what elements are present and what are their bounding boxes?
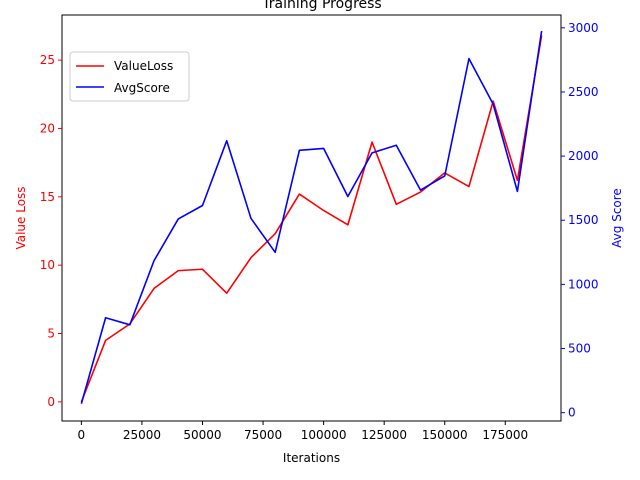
x-axis-label: Iterations [283,451,340,465]
legend-label-avgscore: AvgScore [114,81,170,95]
x-axis: 0 25000 50000 75000 100000 125000 150000 175000 [78,421,528,442]
series-line-avgscore [80,30,543,404]
right-y-tick-label: 2500 [568,85,599,99]
right-y-tick-label: 1500 [568,213,599,227]
right-y-tick-label: 0 [568,406,576,420]
legend: ValueLoss AvgScore [69,51,190,102]
legend-box [69,51,190,102]
series-line-valueloss [80,35,543,403]
left-y-axis-label: Value Loss [14,186,28,249]
left-y-tick-label: 20 [40,121,55,135]
x-tick-label: 75000 [244,428,282,442]
x-tick-label: 25000 [123,428,161,442]
x-tick-label: 0 [78,428,86,442]
x-tick-label: 100000 [301,428,347,442]
chart-title: Training Progress [261,0,381,12]
right-y-tick-label: 500 [568,342,591,356]
left-y-tick-label: 25 [40,53,55,67]
right-y-axis: 0 500 1000 1500 2000 2500 3000 [561,21,599,420]
left-y-tick-label: 0 [47,395,55,409]
series-layer [80,30,543,404]
left-y-tick-label: 10 [40,258,55,272]
left-y-tick-label: 5 [47,327,55,341]
left-y-tick-label: 15 [40,190,55,204]
right-y-tick-label: 3000 [568,21,599,35]
plot-frame [61,14,562,422]
right-y-tick-label: 1000 [568,277,599,291]
x-tick-label: 150000 [422,428,468,442]
right-y-axis-label: Avg Score [610,188,624,248]
x-tick-label: 125000 [361,428,407,442]
x-tick-label: 50000 [183,428,221,442]
legend-label-valueloss: ValueLoss [114,59,173,73]
x-tick-label: 175000 [482,428,528,442]
right-y-tick-label: 2000 [568,149,599,163]
left-y-axis: 0 5 10 15 20 25 [40,53,62,409]
